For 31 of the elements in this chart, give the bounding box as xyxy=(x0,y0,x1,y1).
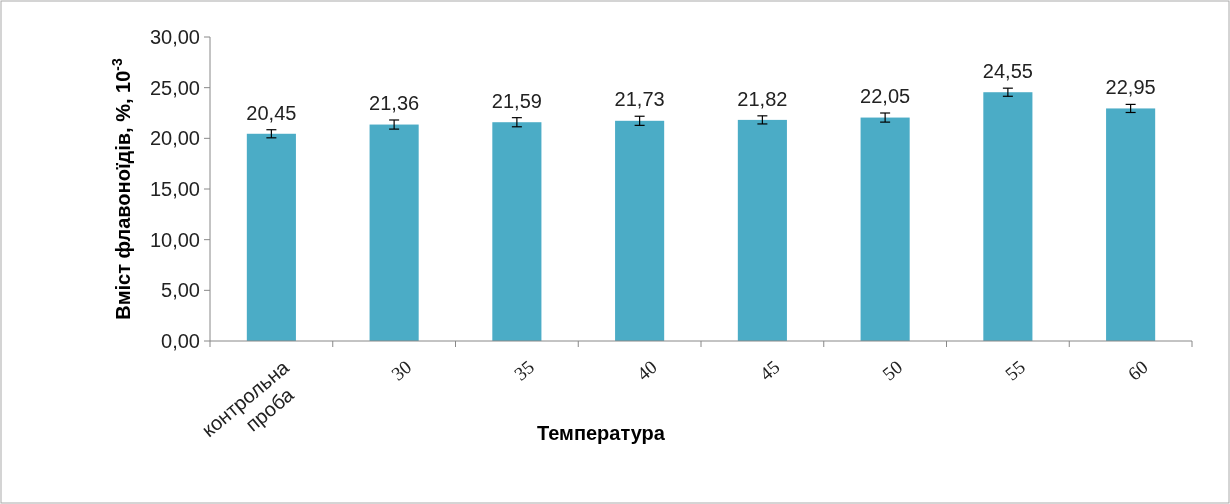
data-label: 21,36 xyxy=(369,91,420,114)
y-tick-label: 15,00 xyxy=(149,178,200,200)
x-tick-label: 30 xyxy=(387,356,416,385)
y-tick-label: 30,00 xyxy=(149,26,200,48)
x-tick-label: 35 xyxy=(509,356,538,385)
bar xyxy=(369,124,419,341)
y-tick-label: 5,00 xyxy=(161,279,200,302)
x-tick-label: 45 xyxy=(755,356,784,385)
bar xyxy=(246,133,296,341)
y-tick-label: 25,00 xyxy=(149,76,200,99)
bar xyxy=(983,92,1033,341)
data-label: 22,95 xyxy=(1105,76,1156,99)
bar xyxy=(492,122,542,341)
bar xyxy=(860,117,910,341)
data-label: 21,82 xyxy=(737,87,788,110)
data-label: 21,59 xyxy=(491,89,542,112)
y-tick-label: 20,00 xyxy=(149,127,200,150)
data-label: 24,55 xyxy=(982,60,1033,83)
bar xyxy=(737,119,787,341)
x-tick-label: 55 xyxy=(1000,356,1029,385)
x-tick-label: 60 xyxy=(1123,356,1152,385)
bar xyxy=(615,120,665,341)
x-tick-label: 40 xyxy=(632,356,661,385)
data-label: 22,05 xyxy=(860,85,911,107)
x-axis-title: Температура xyxy=(537,422,666,444)
bar xyxy=(1106,108,1156,341)
y-tick-label: 0,00 xyxy=(161,330,200,352)
x-tick-label: 50 xyxy=(878,356,907,385)
data-label: 21,73 xyxy=(614,88,665,111)
data-label: 20,45 xyxy=(246,101,297,124)
y-tick-label: 10,00 xyxy=(149,228,200,251)
